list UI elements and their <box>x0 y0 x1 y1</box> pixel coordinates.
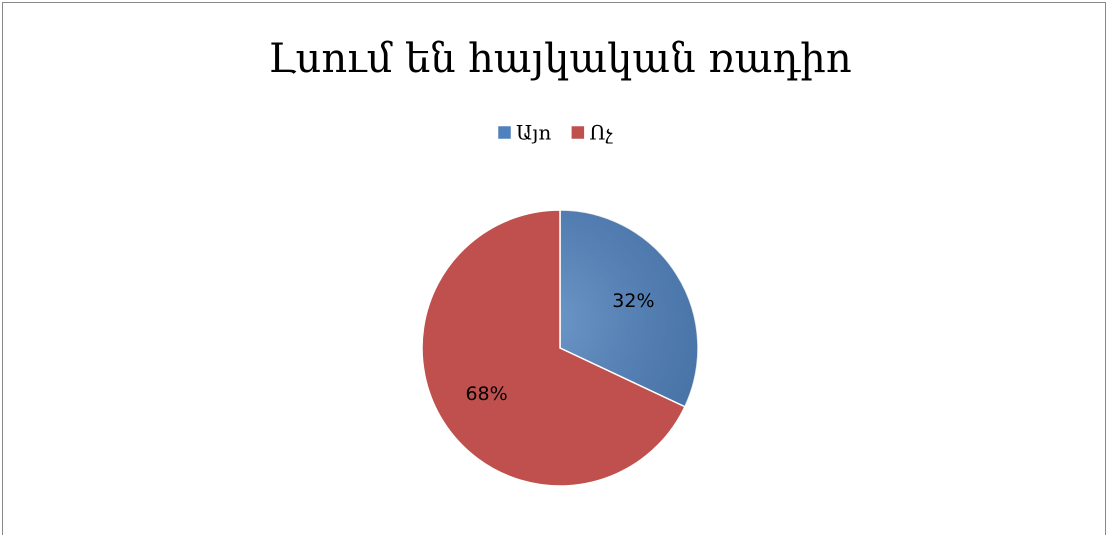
pie: 32% 68% <box>421 209 699 487</box>
data-label: 68% <box>465 383 507 405</box>
data-label: 32% <box>612 290 654 312</box>
pie-slice <box>421 209 686 487</box>
legend-label: Ոչ <box>589 121 613 145</box>
legend-swatch <box>571 125 585 140</box>
legend-label: Այո <box>516 121 551 145</box>
chart-title: Լսում են հայկական ռադիո <box>268 36 852 82</box>
legend: Այո Ոչ <box>497 121 613 145</box>
legend-swatch <box>497 125 512 140</box>
